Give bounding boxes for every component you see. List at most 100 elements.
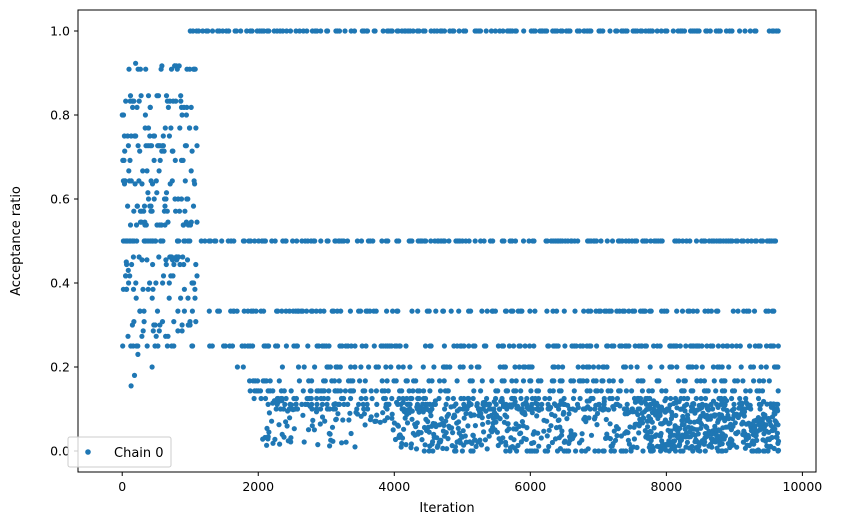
data-point — [331, 378, 338, 384]
data-point — [422, 442, 428, 448]
data-point — [562, 343, 568, 349]
data-point — [150, 286, 156, 292]
data-point — [185, 295, 191, 301]
data-point — [573, 343, 579, 349]
data-point — [133, 60, 139, 66]
data-point — [639, 420, 646, 426]
y-axis: 0.0 0.2 0.4 0.6 0.8 1.0 — [50, 24, 78, 459]
data-point — [160, 280, 166, 286]
data-point — [466, 395, 472, 402]
data-point — [361, 406, 367, 412]
data-point — [162, 125, 168, 131]
data-point — [125, 267, 131, 273]
data-point — [137, 308, 143, 314]
data-point — [181, 308, 187, 314]
data-point — [501, 378, 507, 384]
data-point — [713, 388, 719, 394]
data-point — [395, 423, 401, 429]
data-point — [362, 388, 368, 394]
data-point — [332, 401, 338, 407]
data-point — [512, 238, 519, 244]
data-point — [535, 388, 542, 394]
data-point — [131, 208, 137, 214]
data-point — [643, 238, 650, 244]
data-point — [380, 410, 386, 416]
data-point — [172, 157, 178, 163]
data-point — [133, 222, 140, 228]
data-point — [368, 414, 374, 420]
data-point — [346, 417, 352, 423]
data-point — [772, 426, 778, 432]
data-point — [272, 436, 278, 442]
data-point — [348, 343, 354, 349]
data-point — [295, 364, 302, 370]
data-point — [141, 208, 147, 214]
data-point — [140, 168, 146, 174]
data-point — [425, 418, 431, 425]
data-point — [445, 395, 451, 402]
data-point — [538, 435, 544, 441]
data-point — [482, 437, 488, 443]
data-point — [300, 412, 306, 418]
data-point — [594, 388, 600, 394]
data-point — [651, 343, 657, 349]
legend-box — [67, 436, 172, 468]
data-point — [498, 439, 504, 445]
data-point — [677, 343, 683, 349]
data-point — [479, 378, 485, 384]
data-point — [702, 238, 708, 244]
data-point — [471, 388, 477, 394]
data-point — [555, 364, 561, 370]
data-point — [654, 28, 660, 34]
data-point — [528, 388, 534, 394]
data-point — [474, 401, 480, 407]
data-point — [290, 407, 296, 413]
data-point — [420, 401, 426, 407]
data-point — [176, 254, 182, 260]
data-point — [466, 343, 472, 349]
data-point — [428, 343, 434, 349]
data-point — [708, 308, 715, 314]
data-point — [483, 28, 489, 34]
data-point — [294, 343, 300, 349]
data-point — [669, 364, 675, 370]
data-point — [194, 219, 200, 225]
data-point — [640, 448, 646, 454]
plot-frame — [77, 9, 817, 473]
data-point — [511, 437, 517, 443]
data-point — [642, 308, 648, 314]
data-point — [128, 383, 134, 389]
data-point — [492, 28, 498, 34]
data-point — [312, 364, 318, 370]
data-point — [280, 28, 286, 34]
data-point — [389, 395, 395, 402]
data-point — [187, 125, 193, 131]
data-point — [177, 125, 183, 131]
data-point — [739, 400, 745, 406]
data-point — [409, 408, 415, 414]
data-point — [337, 364, 343, 370]
data-point — [730, 308, 736, 314]
data-point — [757, 401, 763, 408]
data-point — [262, 238, 268, 244]
data-point — [163, 261, 169, 268]
data-point — [626, 343, 632, 349]
data-point — [694, 407, 700, 413]
data-point — [690, 388, 696, 394]
data-point — [561, 409, 567, 415]
data-point — [725, 343, 731, 349]
data-point — [544, 418, 550, 424]
data-point — [409, 308, 415, 314]
data-point — [657, 412, 663, 418]
data-point — [354, 411, 360, 417]
data-point — [179, 112, 185, 118]
data-point — [570, 395, 577, 402]
data-point — [717, 28, 723, 34]
data-point — [446, 238, 452, 244]
data-point — [190, 343, 196, 349]
data-point — [715, 308, 721, 314]
data-point — [258, 395, 264, 402]
data-point — [705, 388, 711, 394]
x-tick-label: 6000 — [514, 479, 546, 494]
data-point — [486, 433, 492, 439]
